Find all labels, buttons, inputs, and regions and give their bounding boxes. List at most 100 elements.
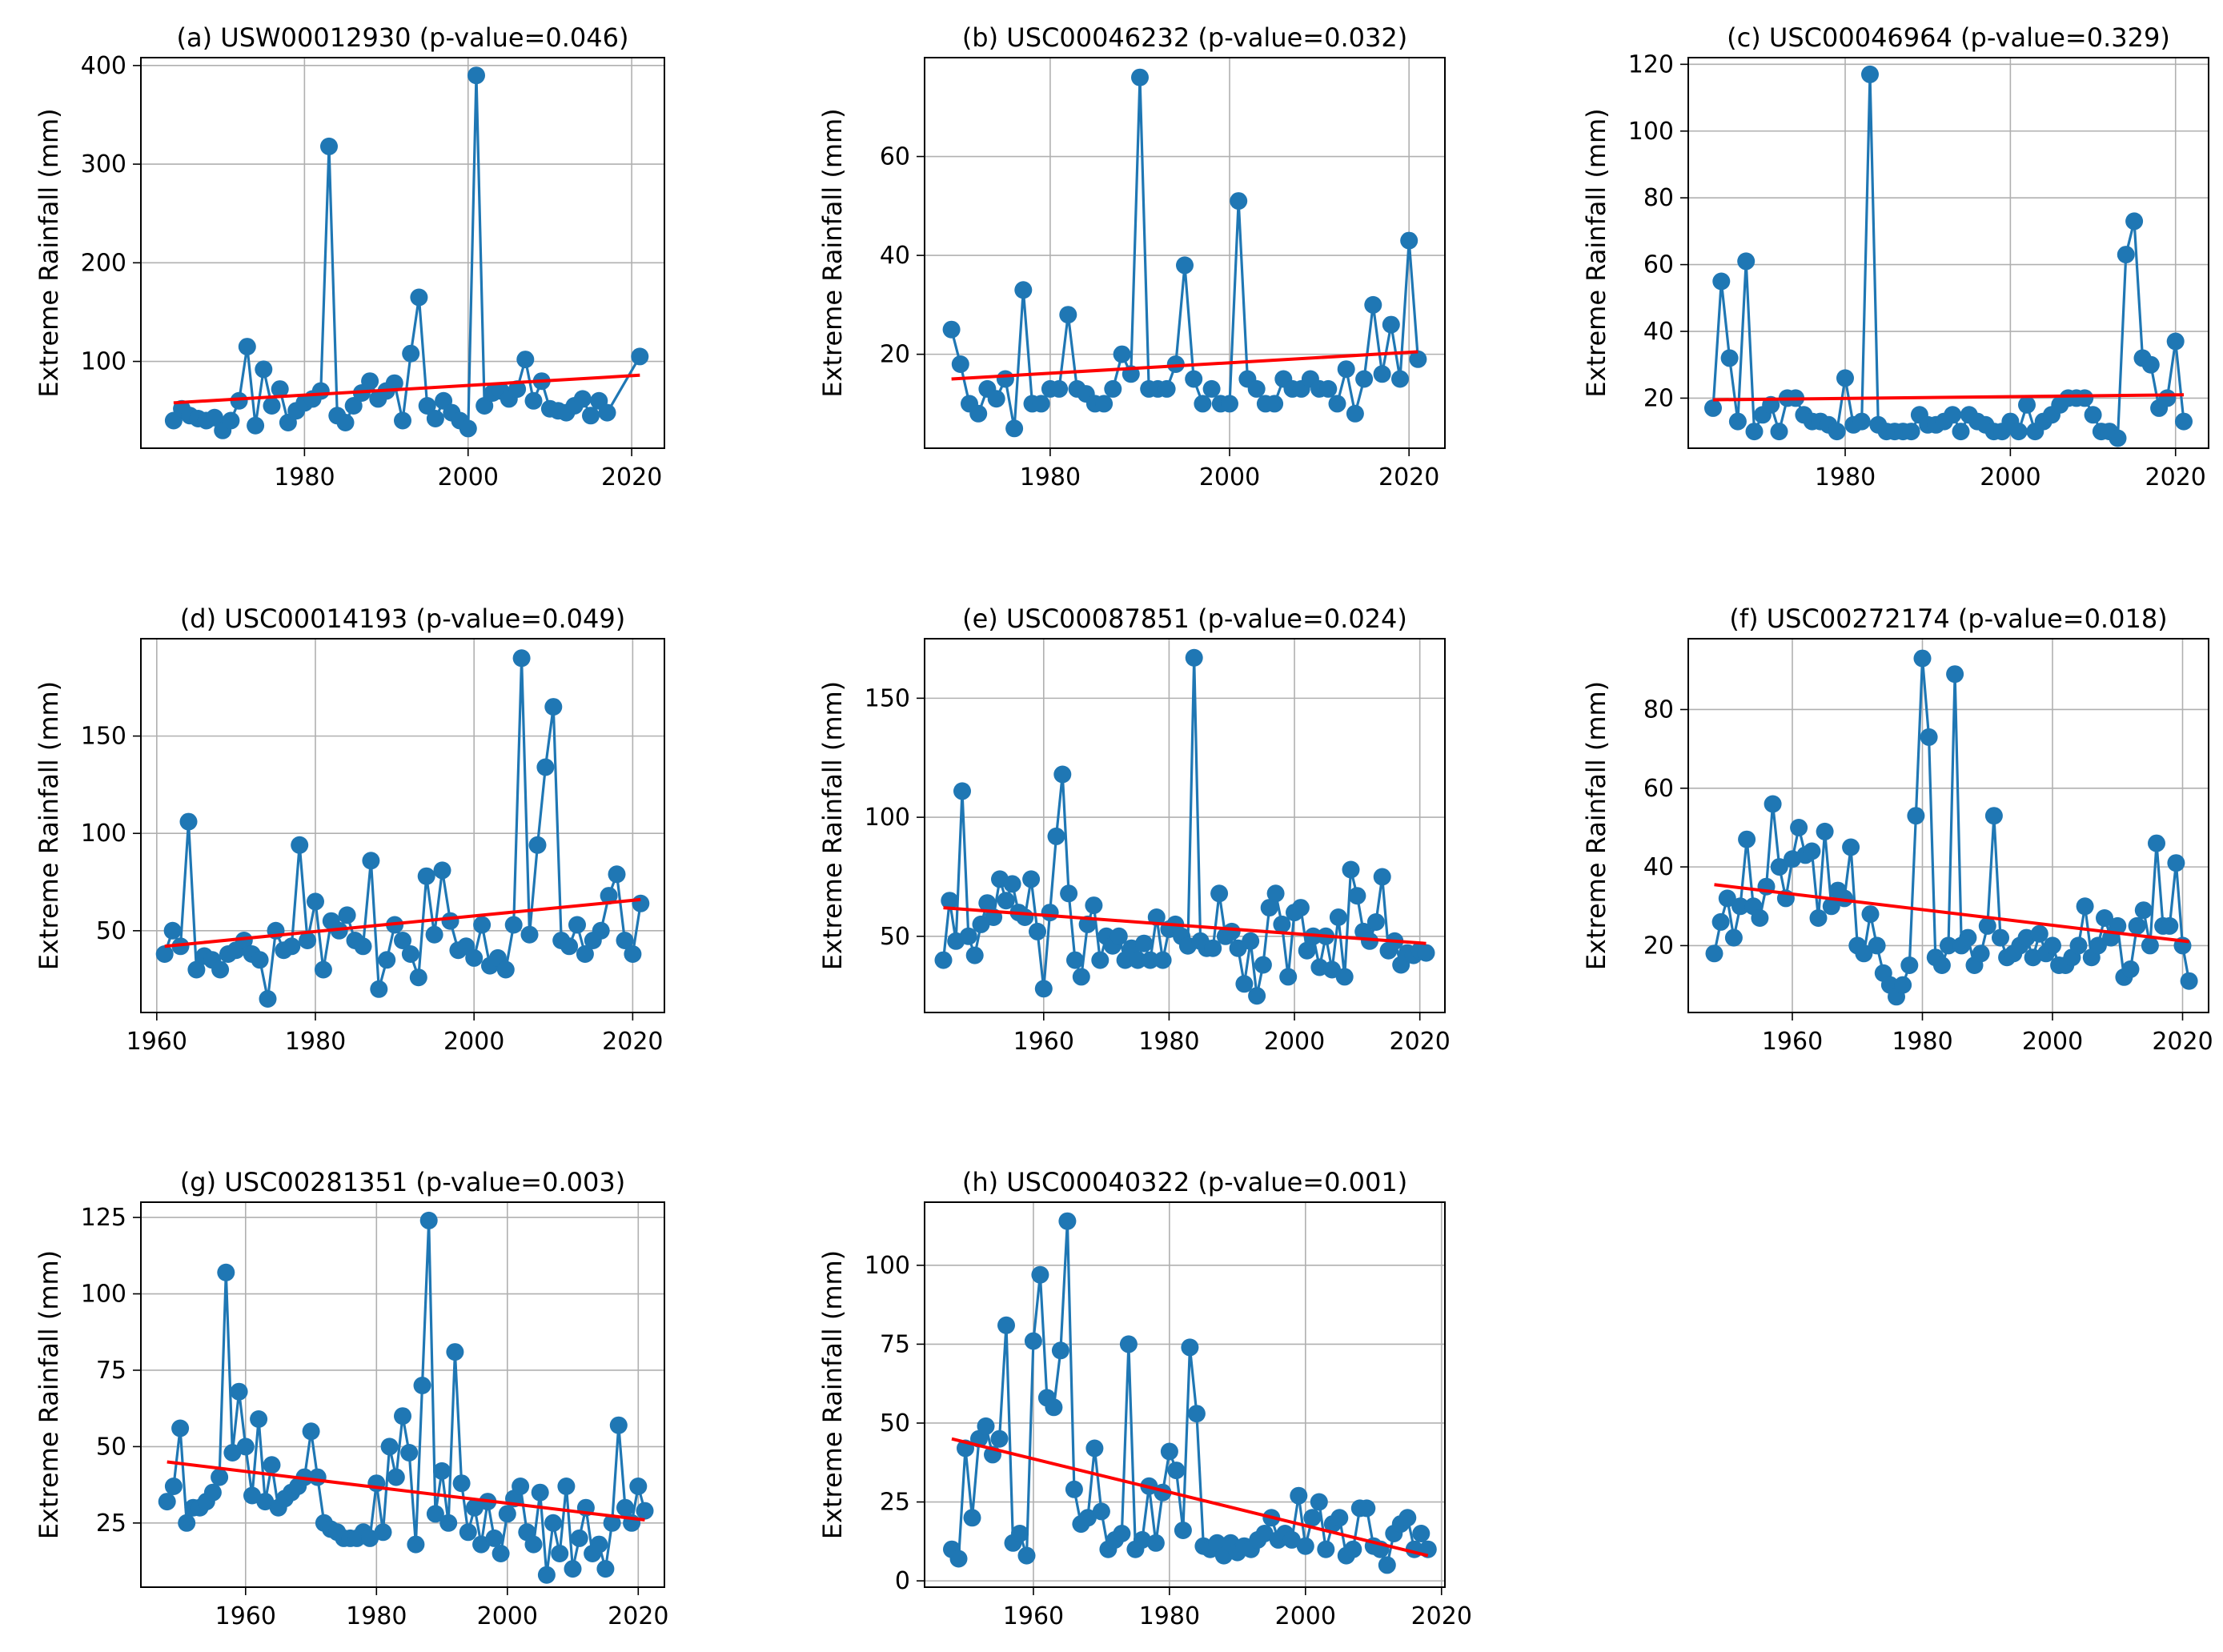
data-point [1141,951,1159,969]
data-point [1017,1546,1036,1565]
data-point [560,937,579,956]
data-point [1861,905,1880,924]
data-point [465,1498,484,1517]
data-point [1400,231,1418,250]
data-point [1764,795,1782,813]
chart-panel-8: 1960 1980 2000 2020 0 25 50 75 100 (h) USC0004032… [817,1167,1472,1630]
data-point [996,370,1014,388]
data-point [1146,1534,1165,1552]
data-point [1790,819,1808,836]
data-point [1291,899,1310,917]
chart-title: (c) USC00046964 (p-value=0.329) [1727,22,2170,53]
data-point [997,1316,1015,1334]
data-point [1053,765,1072,784]
data-point [1946,665,1964,684]
data-point [283,937,301,956]
data-point [418,397,436,415]
data-point [573,390,592,408]
data-point [1060,884,1078,903]
data-point [1248,987,1266,1005]
data-point [385,374,403,392]
data-point [2076,389,2094,407]
x-tick-label: 1980 [1139,1602,1200,1630]
trend-line [1714,883,2189,944]
x-tick-label: 1980 [1892,1028,1952,1056]
data-point [598,403,616,422]
x-tick-label: 2020 [1389,1028,1450,1056]
data-point [459,1523,477,1542]
data-point [1273,915,1291,933]
data-point [378,951,396,969]
data-point [1364,295,1382,314]
data-point [1092,1502,1110,1521]
data-point [1751,909,1769,927]
data-point [1809,909,1828,927]
x-tick-label: 1980 [1020,463,1081,491]
data-point [959,927,977,945]
data-point [1282,1530,1301,1549]
data-point [1113,1525,1131,1542]
data-point [1202,379,1221,398]
data-point [1058,1212,1077,1230]
data-point [1298,941,1316,960]
data-point [230,1382,248,1401]
y-tick-label: 0 [895,1567,910,1595]
data-point [1119,1335,1138,1353]
data-point [235,932,253,949]
y-tick-label: 40 [1643,853,1674,881]
data-point [1003,875,1021,893]
data-point [1133,1530,1151,1549]
data-point [2018,395,2036,414]
data-point [963,1509,981,1527]
data-point [1154,951,1172,969]
data-point [512,1478,530,1495]
data-point [354,937,372,956]
data-point [1366,913,1385,931]
data-point [401,945,419,963]
data-point [492,1545,510,1562]
y-tick-label: 100 [865,1252,910,1280]
data-point [222,411,240,430]
data-point [1328,395,1346,413]
y-tick-label: 50 [880,1409,910,1437]
data-point [1176,256,1194,275]
data-point [600,887,618,905]
data-point [433,861,451,880]
data-point [1816,822,1834,840]
data-point [472,1535,491,1554]
data-point [1712,272,1731,291]
y-tick-label: 125 [81,1204,126,1232]
data-point [433,1462,451,1480]
data-point [1822,897,1840,916]
data-point [1731,897,1749,916]
data-point [2125,212,2144,231]
data-point [1095,395,1114,413]
data-point [632,894,650,912]
data-point [1296,1537,1314,1555]
data-point [1032,395,1050,413]
x-tick-label: 2000 [1264,1028,1325,1056]
rainfall-series-line [1711,73,2185,440]
x-tick-label: 1980 [1138,1028,1199,1056]
y-tick-label: 80 [1643,696,1674,724]
data-point [320,137,338,155]
data-point [564,1560,582,1578]
data-point [1944,406,1962,424]
data-point [1724,928,1743,947]
data-point [1900,956,1919,974]
x-tick-label: 2020 [608,1602,668,1630]
data-point [250,1410,268,1428]
data-point [1361,932,1378,950]
data-point [1024,1332,1042,1350]
data-point [256,1493,275,1511]
data-point [263,397,281,415]
data-point [1113,345,1131,363]
data-point [1290,1486,1308,1505]
data-point [520,925,539,944]
chart-panel-7: 1960 1980 2000 2020 25 50 75 100 125 (g) USC00281… [34,1167,668,1630]
y-tick-label: 400 [81,52,126,80]
data-point [1978,916,1996,935]
data-point [2167,854,2185,872]
chart-panel-5: 1960 1980 2000 2020 50 100 150 (e) USC00087851 … [817,603,1451,1056]
data-point [1952,423,1970,441]
